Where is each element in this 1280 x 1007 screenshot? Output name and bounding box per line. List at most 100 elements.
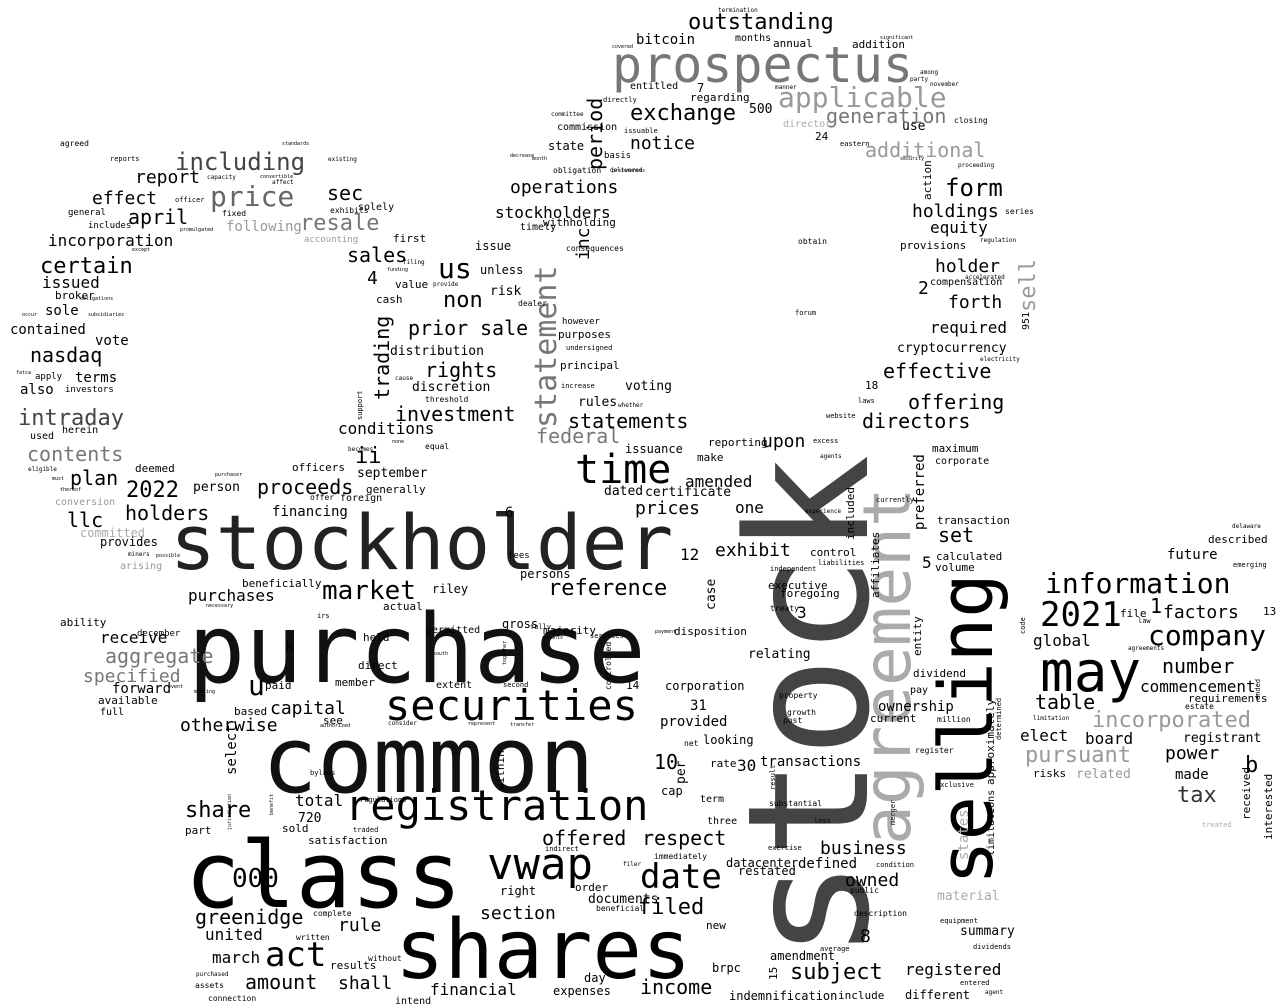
cloud-word: issued xyxy=(42,273,100,292)
cloud-word: cause xyxy=(395,375,414,382)
cloud-word: capacity xyxy=(207,174,236,181)
cloud-word: included xyxy=(844,487,857,540)
cloud-word: security xyxy=(900,156,925,162)
cloud-word: connection xyxy=(208,994,257,1003)
cloud-word: generally xyxy=(366,483,426,496)
cloud-word: form xyxy=(945,174,1003,202)
cloud-word: part xyxy=(185,824,212,837)
cloud-word: rule xyxy=(338,915,382,936)
cloud-word: benefit xyxy=(269,793,275,815)
cloud-word: significant xyxy=(880,35,914,41)
cloud-word: none xyxy=(392,439,405,445)
cloud-word: together xyxy=(502,640,508,665)
cloud-word: issuance xyxy=(625,442,683,456)
cloud-word: eligible xyxy=(28,466,57,473)
cloud-word: outstanding xyxy=(688,10,834,35)
cloud-word: dividends xyxy=(973,943,1011,951)
cloud-word: foregoing xyxy=(780,587,840,600)
cloud-word: amounts xyxy=(542,635,564,641)
cloud-word: defined xyxy=(798,856,858,872)
cloud-word: common xyxy=(262,707,595,814)
cloud-word: preferences xyxy=(612,168,646,174)
cloud-word: accelerated xyxy=(965,274,1005,281)
cloud-word: power xyxy=(1165,743,1220,764)
cloud-word: 6 xyxy=(505,505,514,521)
cloud-word: united xyxy=(205,925,263,944)
cloud-word: controlled xyxy=(604,641,613,690)
cloud-word: executive xyxy=(768,579,828,592)
cloud-word: website xyxy=(826,412,856,420)
cloud-word: per xyxy=(674,760,689,784)
cloud-word: exercise xyxy=(768,844,802,852)
cloud-word: regulations xyxy=(360,796,407,804)
cloud-word: liabilities xyxy=(818,559,865,567)
cloud-word: class xyxy=(185,822,462,929)
cloud-word: ability xyxy=(60,616,107,629)
cloud-word: expenses xyxy=(553,984,611,998)
cloud-word: maximum xyxy=(932,442,979,455)
cloud-word: date xyxy=(640,857,722,897)
cloud-word: purchased xyxy=(196,971,229,978)
cloud-word: 000 xyxy=(232,864,279,894)
cloud-word: resale xyxy=(300,211,380,236)
cloud-word: result xyxy=(769,764,777,790)
cloud-word: volume xyxy=(935,561,975,574)
cloud-word: filed xyxy=(638,895,705,920)
cloud-word: series xyxy=(1005,207,1034,216)
cloud-word: written xyxy=(296,933,330,942)
cloud-word: see xyxy=(323,714,343,727)
cloud-word: amendment xyxy=(770,949,836,963)
cloud-word: number xyxy=(1162,654,1235,678)
cloud-word: september xyxy=(357,466,428,481)
cloud-word: substantial xyxy=(769,799,822,808)
cloud-word: right xyxy=(500,884,537,898)
cloud-word: ii xyxy=(355,444,382,469)
cloud-word: upon xyxy=(762,431,806,452)
cloud-word: event xyxy=(168,684,184,690)
cloud-word: 12 xyxy=(680,545,700,564)
cloud-word: registrant xyxy=(1183,731,1262,746)
cloud-word: subject xyxy=(790,960,883,985)
cloud-word: action xyxy=(921,160,934,200)
cloud-word: paid xyxy=(265,679,292,692)
cloud-word: non xyxy=(443,288,483,313)
cloud-word: holdings xyxy=(912,201,999,222)
cloud-word: elect xyxy=(1020,726,1069,745)
cloud-word: except xyxy=(132,247,151,253)
cloud-word: sold xyxy=(282,822,309,835)
cloud-word: requirements xyxy=(1188,692,1268,705)
cloud-word: represent xyxy=(468,721,496,727)
cloud-word: sec xyxy=(327,181,364,205)
cloud-word: operations xyxy=(510,177,619,198)
cloud-word: summary xyxy=(960,924,1015,939)
cloud-word: company xyxy=(1148,619,1267,652)
cloud-word: statements xyxy=(568,409,689,433)
cloud-word: specified xyxy=(83,666,181,687)
cloud-word: officers xyxy=(292,461,345,474)
cloud-word: exclusive xyxy=(936,781,974,789)
cloud-word: ownership xyxy=(878,699,954,715)
cloud-word: 15 xyxy=(767,966,780,980)
cloud-word: registered xyxy=(905,960,1002,979)
cloud-word: subsidiaries xyxy=(88,312,125,318)
cloud-word: sale xyxy=(480,316,529,340)
cloud-word: entered xyxy=(960,979,990,987)
cloud-word: post xyxy=(783,716,803,725)
cloud-word: gross xyxy=(502,617,539,631)
cloud-word: full xyxy=(100,707,125,718)
cloud-word: law xyxy=(1138,617,1151,625)
cloud-word: required xyxy=(930,318,1008,337)
cloud-word: investment xyxy=(395,402,516,426)
cloud-word: transfer xyxy=(510,722,535,728)
cloud-word: exhibits xyxy=(330,206,369,215)
cloud-word: three xyxy=(707,816,738,827)
cloud-word: including xyxy=(175,148,306,176)
cloud-word: treaty xyxy=(770,604,799,613)
cloud-word: certificate xyxy=(645,485,732,500)
cloud-word: consider xyxy=(388,720,417,727)
cloud-word: business xyxy=(820,838,907,859)
cloud-word: 2021 xyxy=(1040,595,1122,635)
cloud-word: services xyxy=(590,632,624,640)
cloud-word: arising xyxy=(120,561,163,572)
cloud-word: party xyxy=(910,76,929,83)
